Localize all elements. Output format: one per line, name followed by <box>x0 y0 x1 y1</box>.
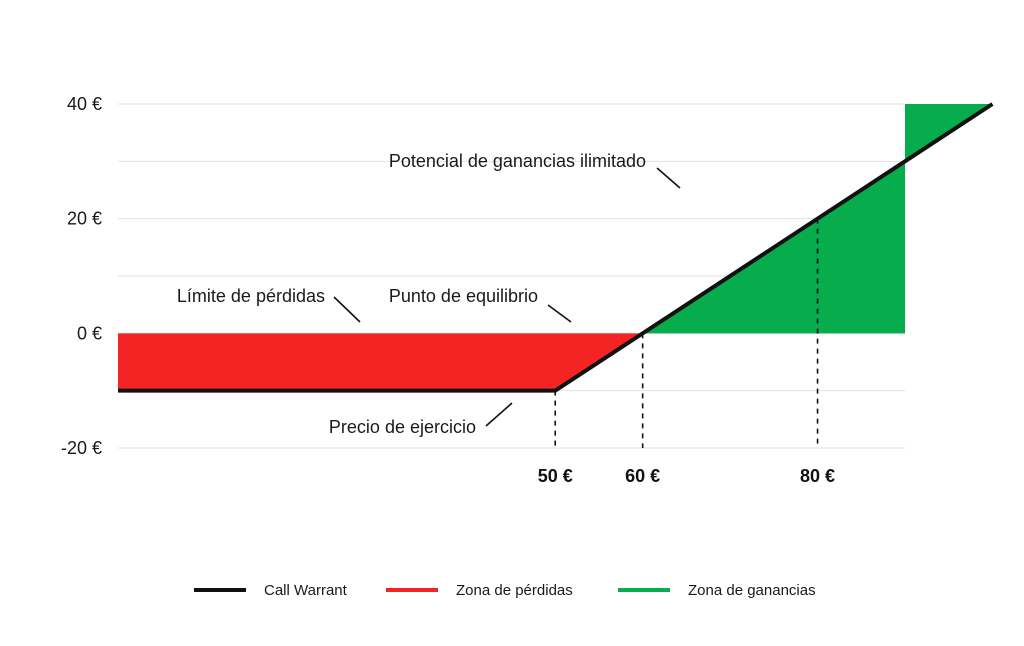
x-tick-label: 50 € <box>538 466 573 486</box>
legend-item-loss-zone: Zona de pérdidas <box>386 578 573 602</box>
x-tick-label: 80 € <box>800 466 835 486</box>
annotations: Potencial de ganancias ilimitado Límite d… <box>177 151 681 437</box>
leader-loss_limit <box>333 296 361 323</box>
legend-item-profit-zone: Zona de ganancias <box>618 578 816 602</box>
legend: Call Warrant Zona de pérdidas Zona de ga… <box>0 578 1024 602</box>
annotation-strike: Precio de ejercicio <box>329 417 476 437</box>
payoff-chart: Potencial de ganancias ilimitado Límite d… <box>61 94 994 486</box>
annotation-breakeven: Punto de equilibrio <box>389 286 538 306</box>
legend-label-loss-zone: Zona de pérdidas <box>456 581 573 599</box>
call-warrant-series <box>118 102 994 393</box>
legend-label-call-warrant: Call Warrant <box>264 581 347 599</box>
loss-zone-area <box>118 333 643 391</box>
y-tick-label: -20 € <box>61 438 102 458</box>
y-tick-label: 40 € <box>67 94 102 114</box>
leader-strike <box>485 402 513 427</box>
legend-swatch-profit-zone <box>618 588 670 592</box>
legend-label-profit-zone: Zona de ganancias <box>688 581 816 599</box>
annotation-loss_limit: Límite de pérdidas <box>177 286 325 306</box>
x-axis-ticks: 50 € 60 € 80 € <box>538 466 835 486</box>
y-tick-label: 20 € <box>67 209 102 229</box>
legend-item-call-warrant: Call Warrant <box>194 578 347 602</box>
x-tick-label: 60 € <box>625 466 660 486</box>
legend-swatch-call-warrant <box>194 588 246 592</box>
y-axis-ticks: 40 € 20 € 0 € -20 € <box>61 94 102 458</box>
dashed-guides <box>554 218 819 448</box>
payoff-line <box>118 102 994 393</box>
zones <box>118 104 993 391</box>
annotation-unlimited: Potencial de ganancias ilimitado <box>389 151 646 171</box>
legend-swatch-loss-zone <box>386 588 438 592</box>
y-tick-label: 0 € <box>77 323 102 343</box>
leader-breakeven <box>547 304 572 323</box>
leader-unlimited <box>656 167 681 189</box>
